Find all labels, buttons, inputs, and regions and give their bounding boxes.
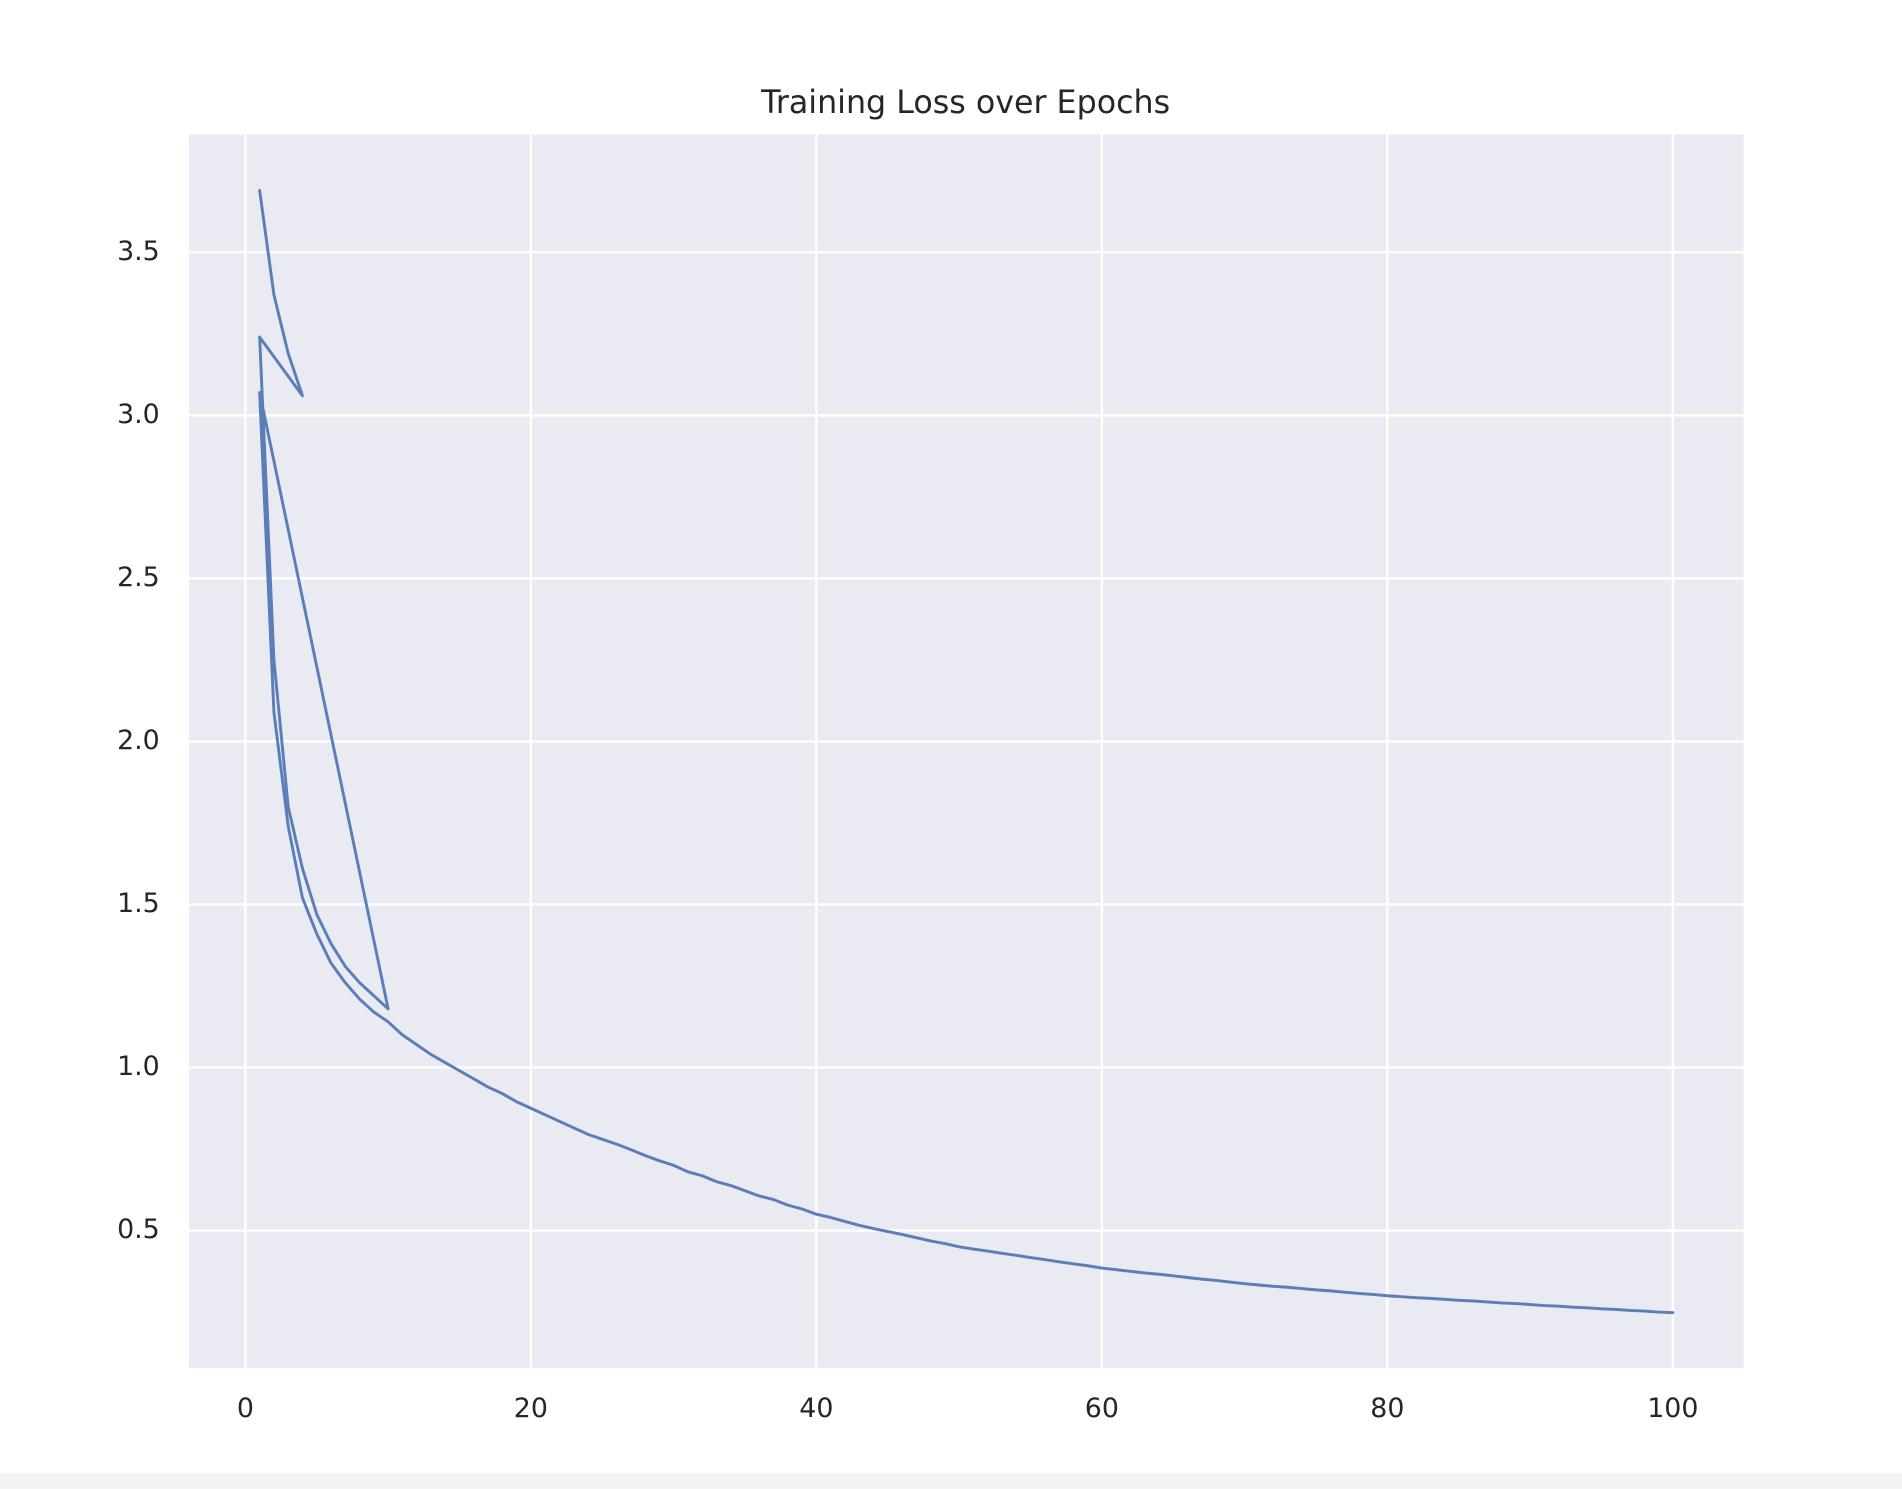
- x-tick-label: 60: [1085, 1393, 1119, 1424]
- chart-title: Training Loss over Epochs: [760, 85, 1170, 121]
- y-tick-label: 2.5: [117, 562, 160, 593]
- bottom-strip: [0, 1472, 1902, 1489]
- plot-area: [188, 134, 1744, 1369]
- y-tick-label: 1.5: [117, 888, 160, 919]
- x-tick-label: 80: [1370, 1393, 1404, 1424]
- y-tick-label: 3.5: [117, 236, 160, 267]
- y-tick-label: 2.0: [117, 725, 160, 756]
- y-tick-label: 3.0: [117, 399, 160, 430]
- x-tick-label: 0: [237, 1393, 254, 1424]
- y-tick-label: 0.5: [117, 1214, 160, 1245]
- x-tick-label: 100: [1647, 1393, 1698, 1424]
- loss-line: [258, 188, 1675, 1315]
- y-tick-label: 1.0: [117, 1051, 160, 1082]
- x-tick-label: 20: [514, 1393, 548, 1424]
- x-tick-label: 40: [799, 1393, 833, 1424]
